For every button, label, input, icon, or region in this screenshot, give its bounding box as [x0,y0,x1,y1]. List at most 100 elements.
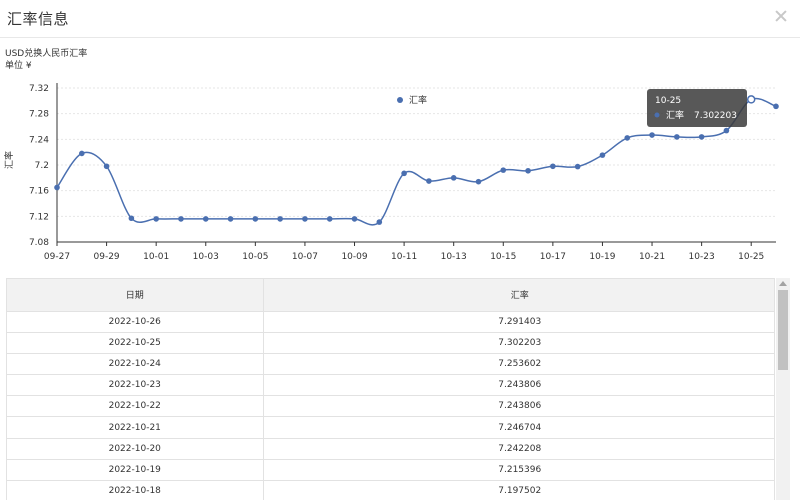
chart-subtitle: USD兑换人民币汇率 [5,49,88,59]
x-tick-label: 10-15 [490,252,516,262]
scroll-up-arrow-icon[interactable] [779,281,787,286]
data-point[interactable] [128,215,135,222]
x-tick-labels: 09-27 09-29 10-01 10-03 10-05 10-07 10-09 10-11… [44,242,764,262]
y-tick-label: 7.2 [35,161,49,171]
data-point[interactable] [227,216,234,222]
data-point[interactable] [649,132,655,138]
x-tick-label: 10-05 [242,252,268,262]
date-cell: 2022-10-24 [7,353,264,376]
y-tick-label: 7.28 [29,110,49,120]
rate-cell: 7.243806 [263,374,774,397]
modal-title: 汇率信息 [7,10,70,28]
data-point[interactable] [550,163,556,170]
rate-table: 日期 汇率 2022-10-26 7.291403 2022-10-25 7.3022… [6,278,775,500]
y-tick-label: 7.24 [29,135,49,145]
modal-header: 汇率信息 [0,0,800,38]
rate-series-points [54,95,779,225]
table-row[interactable]: 2022-10-23 7.243806 [7,374,774,397]
rate-cell: 7.243806 [263,395,774,418]
y-tick-label: 7.12 [29,212,49,222]
legend-label: 汇率 [409,94,427,106]
date-cell: 2022-10-25 [7,332,264,354]
rate-cell: 7.215396 [263,459,774,482]
data-point[interactable] [376,219,383,225]
x-tick-label: 09-27 [44,252,70,262]
table-row[interactable]: 2022-10-18 7.197502 [7,480,774,500]
close-icon[interactable] [774,9,788,23]
chart-tooltip: 10-25 汇率 7.302203 [647,89,747,127]
scroll-thumb[interactable] [778,290,788,370]
data-point[interactable] [78,150,85,157]
x-tick-label: 10-01 [143,252,169,262]
table-row[interactable]: 2022-10-24 7.253602 [7,353,774,376]
y-tick-label: 7.32 [29,84,49,94]
table-row[interactable]: 2022-10-22 7.243806 [7,395,774,418]
data-point[interactable] [426,178,432,184]
table-row[interactable]: 2022-10-20 7.242208 [7,438,774,460]
date-cell: 2022-10-20 [7,438,264,460]
date-cell: 2022-10-26 [7,311,264,333]
tooltip-value: 7.302203 [694,111,737,121]
data-point[interactable] [54,184,60,191]
rate-cell: 7.253602 [263,353,774,376]
x-tick-label: 10-03 [193,252,219,262]
date-cell: 2022-10-18 [7,480,264,500]
data-point[interactable] [277,216,283,222]
tooltip-label: 汇率 [666,109,684,121]
y-tick-label: 7.16 [29,187,49,197]
rate-cell: 7.302203 [263,332,774,354]
tooltip-date: 10-25 [655,96,681,106]
data-point[interactable] [500,167,507,173]
data-point[interactable] [525,167,531,174]
x-tick-label: 10-25 [738,252,764,262]
rate-cell: 7.242208 [263,438,774,460]
data-point-highlighted[interactable] [746,95,756,104]
rate-cell: 7.197502 [263,480,774,500]
table-row[interactable]: 2022-10-21 7.246704 [7,416,774,439]
data-point[interactable] [401,170,407,177]
x-tick-label: 10-07 [292,252,318,262]
data-point[interactable] [475,178,482,185]
x-tick-label: 10-11 [391,252,417,262]
chart-legend[interactable]: 汇率 [397,94,427,106]
chart-axes [56,83,776,243]
table-row[interactable]: 2022-10-19 7.215396 [7,459,774,482]
x-tick-label: 10-17 [540,252,566,262]
table-row[interactable]: 2022-10-26 7.291403 [7,311,774,333]
data-point[interactable] [624,135,631,141]
data-point[interactable] [252,216,259,222]
tooltip-marker [654,112,660,118]
data-point[interactable] [773,103,779,110]
data-point[interactable] [302,216,308,222]
x-tick-label: 10-23 [689,252,715,262]
x-tick-label: 09-29 [94,252,120,262]
table-row[interactable]: 2022-10-25 7.302203 [7,332,774,354]
y-tick-label: 7.08 [29,238,49,248]
data-point[interactable] [326,216,333,222]
data-point[interactable] [723,127,730,134]
data-point[interactable] [574,163,581,170]
legend-marker [397,97,403,103]
rate-cell: 7.246704 [263,416,774,439]
tooltip-box [647,89,747,127]
y-axis-label: 汇率 [3,151,15,169]
x-tick-label: 10-09 [341,252,367,262]
date-column-header[interactable]: 日期 [7,279,264,312]
table-scrollbar[interactable] [776,278,790,500]
date-cell: 2022-10-19 [7,459,264,482]
y-tick-labels: 7.08 7.12 7.16 7.2 7.24 7.28 7.32 [29,84,49,248]
data-point[interactable] [450,175,457,181]
data-point[interactable] [599,152,606,158]
data-point[interactable] [351,216,358,222]
table-header-row: 日期 汇率 [7,279,774,312]
data-point[interactable] [202,216,209,222]
rate-cell: 7.291403 [263,311,774,333]
date-cell: 2022-10-21 [7,416,264,439]
data-point[interactable] [153,216,159,222]
data-point[interactable] [103,163,110,170]
data-point[interactable] [674,134,680,140]
data-point[interactable] [178,216,184,222]
rate-column-header[interactable]: 汇率 [263,279,774,312]
data-point[interactable] [698,134,705,140]
x-tick-label: 10-21 [639,252,665,262]
